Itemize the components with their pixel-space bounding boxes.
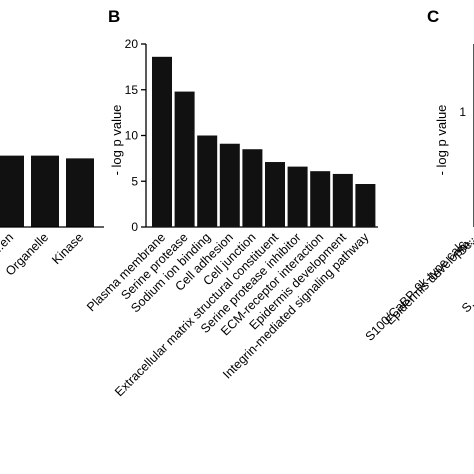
panel-b-y-axis-title: - log p value xyxy=(109,105,124,176)
panel-a-bars xyxy=(0,155,94,227)
panel-b-bar xyxy=(287,166,308,227)
panel-a-category-label: Kinase xyxy=(49,230,86,267)
panel-b-y-tick-label: 5 xyxy=(131,174,138,188)
panel-b-y-ticks: 0 5 10 15 20 xyxy=(125,37,146,234)
panel-b-letter: B xyxy=(108,7,120,26)
panel-b-bar xyxy=(152,56,172,228)
panel-c-letter: C xyxy=(427,7,439,26)
panel-c-category-label: S100/CaBP-9k-type calc... xyxy=(363,230,474,344)
panel-b-bar xyxy=(265,162,285,227)
panel-b-y-tick-label: 0 xyxy=(131,220,138,234)
panel-b-bars xyxy=(152,56,376,228)
panel-b-bar xyxy=(197,135,218,227)
panel-c-y-tick-label: 1 xyxy=(459,105,466,119)
panel-c-y-axis-title: - log p value xyxy=(434,105,449,176)
panel-b-y-tick-label: 15 xyxy=(125,83,139,97)
panel-a-bar xyxy=(0,155,24,227)
panel-b-bar xyxy=(242,149,263,227)
panel-b-bar xyxy=(310,171,331,227)
panel-b-y-tick-label: 10 xyxy=(125,129,139,143)
panel-c-category-labels: Epidermis developm...Se...S100/CaBP-9k-t… xyxy=(363,230,474,344)
panel-c: C - log p value 1 Epidermis developm...S… xyxy=(363,7,474,344)
panel-b-y-tick-label: 20 xyxy=(125,37,139,51)
panel-b-bar xyxy=(219,143,240,227)
panel-b-bar xyxy=(355,183,376,227)
panel-a-bar xyxy=(66,158,94,227)
panel-a-category-label: ...en xyxy=(0,230,16,257)
panel-b-bar xyxy=(174,91,195,227)
panel-b-bar xyxy=(332,173,353,227)
panel-c-category-label: S... xyxy=(459,292,474,315)
panel-b: B - log p value 0 5 10 15 20 Plasma membrane… xyxy=(84,7,378,399)
panel-a-bar xyxy=(31,155,59,227)
